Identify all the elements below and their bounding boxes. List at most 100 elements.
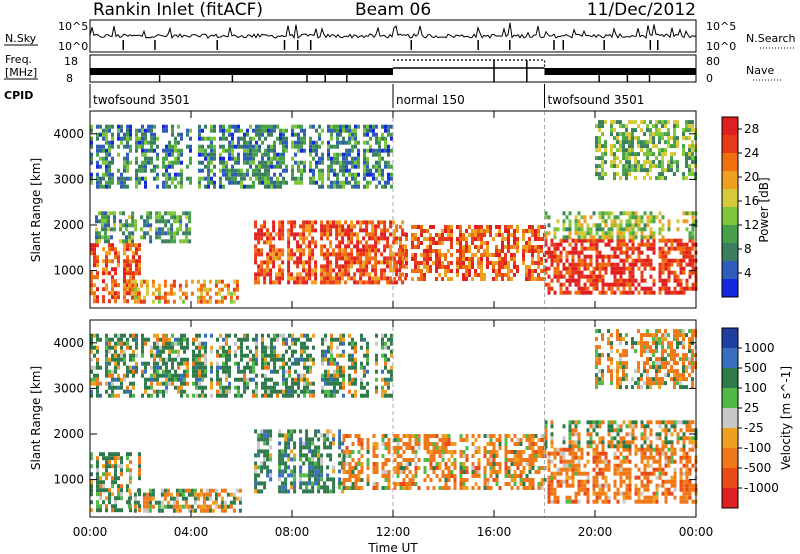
heatmap-cell — [359, 268, 363, 273]
heatmap-cell — [133, 496, 137, 501]
heatmap-cell — [395, 268, 399, 273]
heatmap-cell — [222, 128, 225, 133]
heatmap-cell — [356, 252, 360, 257]
heatmap-cell — [190, 279, 194, 284]
heatmap-cell — [314, 260, 318, 265]
heatmap-cell — [156, 152, 159, 157]
heatmap-cell — [607, 215, 611, 220]
heatmap-cell — [622, 164, 625, 169]
heatmap-cell — [628, 270, 632, 275]
heatmap-cell — [628, 447, 632, 452]
heatmap-cell — [435, 233, 438, 237]
heatmap-cell — [278, 252, 282, 257]
heatmap-cell — [501, 265, 504, 269]
heatmap-cell — [574, 428, 578, 433]
heatmap-cell — [507, 277, 510, 281]
heatmap-cell — [456, 225, 459, 229]
heatmap-cell — [679, 479, 683, 484]
heatmap-cell — [429, 225, 432, 229]
heatmap-cell — [531, 229, 534, 233]
heatmap-cell — [640, 436, 644, 441]
heatmap-cell — [426, 229, 429, 233]
heatmap-cell — [513, 257, 516, 261]
station-title: Rankin Inlet (fitACF) — [93, 0, 263, 20]
heatmap-cell — [625, 168, 628, 173]
heatmap-cell — [625, 471, 629, 476]
heatmap-cell — [375, 486, 379, 490]
heatmap-cell — [568, 227, 572, 232]
heatmap-cell — [338, 272, 342, 277]
heatmap-cell — [553, 227, 557, 232]
heatmap-cell — [165, 164, 168, 169]
heatmap-cell — [338, 437, 342, 442]
heatmap-cell — [583, 290, 587, 295]
heatmap-cell — [604, 144, 607, 149]
heatmap-cell — [574, 463, 578, 468]
heatmap-cell — [257, 236, 261, 241]
heatmap-cell — [664, 451, 668, 456]
heatmap-cell — [347, 240, 351, 245]
heatmap-cell — [90, 333, 93, 338]
heatmap-cell — [607, 440, 611, 445]
heatmap-cell — [405, 458, 409, 462]
heatmap-cell — [691, 211, 695, 216]
heatmap-cell — [658, 471, 662, 476]
heatmap-cell — [559, 455, 563, 460]
heatmap-cell — [486, 245, 489, 249]
heatmap-cell — [634, 451, 638, 456]
heatmap-cell — [167, 219, 171, 224]
heatmap-cell — [637, 467, 641, 472]
heatmap-cell — [350, 260, 354, 265]
heatmap-cell — [414, 438, 418, 442]
heatmap-cell — [649, 120, 652, 125]
heatmap-cell — [688, 436, 692, 441]
heatmap-cell — [613, 120, 616, 125]
heatmap-cell — [281, 236, 285, 241]
heatmap-cell — [312, 172, 315, 177]
heatmap-cell — [126, 140, 129, 145]
heatmap-cell — [263, 453, 267, 458]
heatmap-cell — [643, 168, 646, 173]
heatmap-cell — [661, 223, 665, 228]
heatmap-cell — [682, 128, 685, 133]
heatmap-cell — [90, 128, 93, 133]
heatmap-cell — [619, 160, 622, 165]
heatmap-cell — [498, 462, 502, 466]
heatmap-cell — [595, 274, 599, 279]
heatmap-cell — [468, 265, 471, 269]
heatmap-cell — [135, 247, 138, 252]
heatmap-cell — [102, 136, 105, 141]
heatmap-cell — [315, 128, 318, 133]
heatmap-cell — [285, 128, 288, 133]
heatmap-cell — [637, 152, 640, 157]
heatmap-cell — [104, 227, 107, 232]
heatmap-cell — [225, 136, 228, 141]
heatmap-cell — [317, 485, 321, 490]
heatmap-cell — [547, 286, 551, 291]
heatmap-cell — [628, 144, 631, 149]
heatmap-cell — [287, 437, 291, 442]
heatmap-cell — [384, 124, 387, 129]
heatmap-cell — [232, 508, 236, 513]
heatmap-cell — [377, 280, 381, 285]
heatmap-cell — [356, 220, 360, 225]
heatmap-cell — [90, 176, 93, 181]
heatmap-cell — [405, 261, 408, 265]
heatmap-cell — [571, 420, 575, 425]
heatmap-cell — [111, 508, 114, 513]
heatmap-cell — [405, 249, 408, 253]
heatmap-cell — [229, 299, 233, 304]
heatmap-cell — [120, 488, 123, 493]
heatmap-cell — [384, 446, 388, 450]
heatmap-cell — [344, 260, 348, 265]
heatmap-cell — [685, 483, 689, 488]
heatmap-cell — [568, 242, 572, 247]
heatmap-cell — [631, 278, 635, 283]
heatmap-cell — [465, 241, 468, 245]
heatmap-cell — [691, 235, 695, 240]
heatmap-cell — [667, 491, 671, 496]
heatmap-cell — [441, 277, 444, 281]
heatmap-cell — [507, 482, 511, 486]
heatmap-cell — [589, 282, 593, 287]
heatmap-cell — [148, 492, 152, 497]
